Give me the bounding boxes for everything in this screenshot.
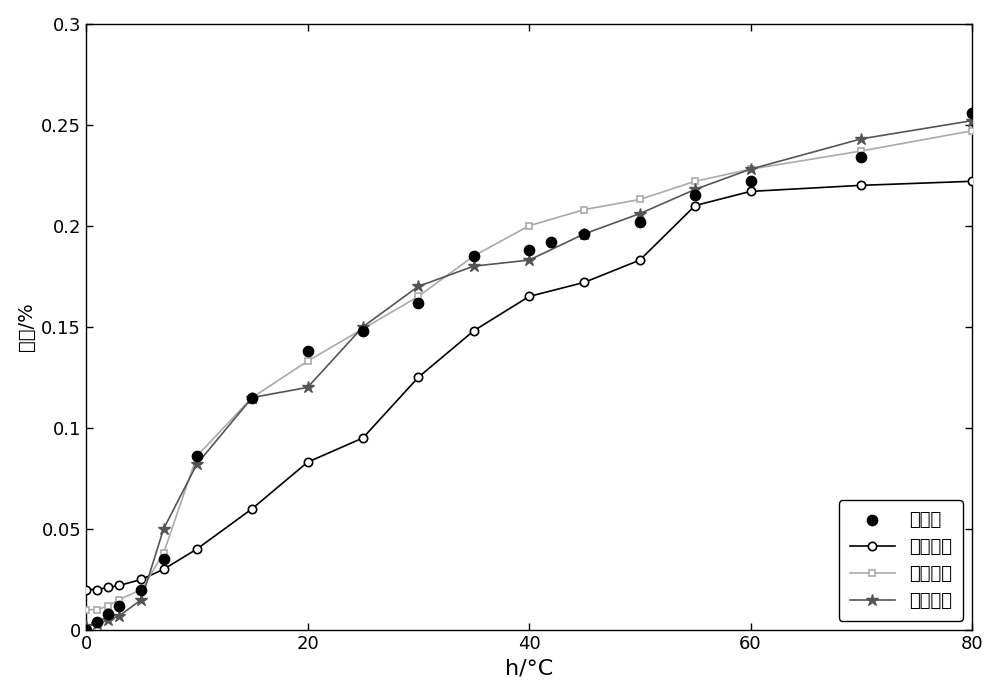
高斯模型 [246,505,258,513]
高斯模型 [357,434,369,442]
球状模型 [135,585,147,594]
球状模型 [357,325,369,333]
指数模型 [357,322,369,331]
样本点 [111,600,127,611]
指数模型 [523,256,535,264]
样本点 [853,152,869,163]
高斯模型 [468,327,480,335]
样本点 [576,228,592,239]
样本点 [466,250,482,261]
球状模型 [578,206,590,214]
指数模型 [302,383,314,391]
指数模型 [135,596,147,604]
高斯模型 [191,545,203,553]
高斯模型 [91,585,103,594]
球状模型 [302,357,314,366]
指数模型 [113,612,125,620]
样本点 [156,554,172,565]
高斯模型 [966,177,978,186]
样本点 [244,392,260,403]
高斯模型 [80,585,92,594]
球状模型 [745,165,757,173]
高斯模型 [113,581,125,589]
高斯模型 [578,278,590,286]
指数模型 [412,282,424,291]
Legend: 样本点, 高斯模型, 球状模型, 指数模型: 样本点, 高斯模型, 球状模型, 指数模型 [839,500,963,621]
高斯模型 [745,187,757,195]
样本点 [632,216,648,227]
指数模型 [158,525,170,533]
X-axis label: h/°C: h/°C [505,658,553,678]
样本点 [521,245,537,256]
样本点 [189,450,205,461]
高斯模型 [412,373,424,382]
指数模型 [634,209,646,218]
指数模型 [102,616,114,624]
指数模型 [80,622,92,630]
高斯模型 [634,256,646,264]
样本点 [100,608,116,619]
球状模型 [689,177,701,186]
样本点 [355,325,371,336]
指数模型 [855,135,867,143]
Y-axis label: 误差/%: 误差/% [17,302,36,351]
指数模型 [689,185,701,193]
Line: 高斯模型: 高斯模型 [82,177,976,594]
球状模型 [113,596,125,604]
高斯模型 [135,575,147,584]
指数模型 [191,460,203,468]
高斯模型 [855,181,867,190]
高斯模型 [302,458,314,466]
球状模型 [246,393,258,402]
样本点 [543,236,559,247]
样本点 [410,297,426,308]
样本点 [78,624,94,635]
球状模型 [523,222,535,230]
指数模型 [966,117,978,125]
球状模型 [80,605,92,614]
指数模型 [468,262,480,270]
球状模型 [855,147,867,155]
球状模型 [91,605,103,614]
高斯模型 [102,583,114,591]
样本点 [687,190,703,201]
球状模型 [468,252,480,260]
球状模型 [412,293,424,301]
高斯模型 [689,202,701,210]
球状模型 [191,452,203,460]
样本点 [300,345,316,357]
Line: 指数模型: 指数模型 [80,115,978,632]
高斯模型 [158,565,170,573]
球状模型 [966,126,978,135]
球状模型 [102,601,114,610]
样本点 [964,107,980,118]
指数模型 [246,393,258,402]
球状模型 [634,195,646,204]
样本点 [133,584,149,595]
指数模型 [745,165,757,173]
指数模型 [578,229,590,238]
指数模型 [91,620,103,628]
样本点 [89,616,105,628]
样本点 [743,176,759,187]
Line: 球状模型: 球状模型 [83,127,975,613]
高斯模型 [523,293,535,301]
球状模型 [158,549,170,557]
